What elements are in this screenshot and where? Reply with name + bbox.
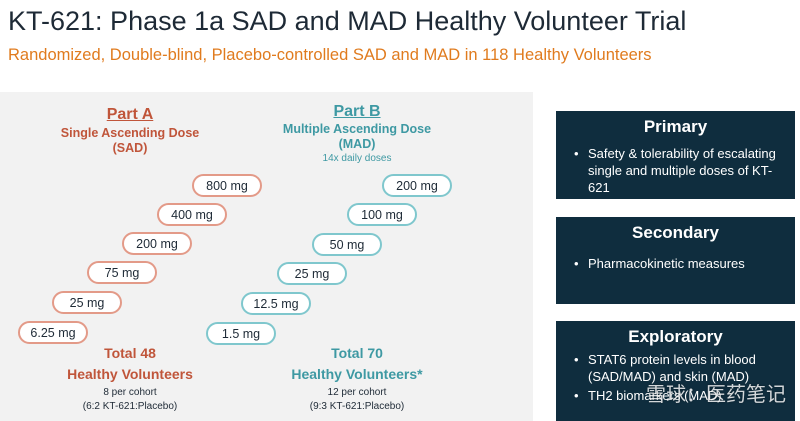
part-a-dose-pill: 400 mg [157,203,227,226]
part-a-subtitle-line1: Single Ascending Dose [60,126,200,140]
part-a-dose-pill: 200 mg [122,232,192,255]
secondary-endpoint-item: Pharmacokinetic measures [556,255,795,272]
part-b-dose-pill: 200 mg [382,174,452,197]
trial-design-panel: Part A Single Ascending Dose (SAD) 800 m… [0,92,533,421]
secondary-endpoint-list: Pharmacokinetic measures [556,255,795,272]
secondary-endpoint-title: Secondary [632,223,719,242]
part-a-total-volunteers: Healthy Volunteers [67,366,193,382]
part-b-subtitle-line2: (MAD) [338,137,376,151]
part-b-dose-pill: 100 mg [347,203,417,226]
part-b-cohort-ratio: (9:3 KT-621:Placebo) [309,401,405,412]
primary-endpoint-item: Safety & tolerability of escalating sing… [556,145,795,196]
part-b-dosing-note: 14x daily doses [322,153,392,164]
part-b-dose-pill: 50 mg [312,233,382,256]
part-a-cohort-size: 8 per cohort [103,387,157,398]
exploratory-endpoint-list: STAT6 protein levels in blood (SAD/MAD) … [556,351,795,404]
part-a-dose-pill: 25 mg [52,291,122,314]
part-b-dose-pill: 12.5 mg [241,292,311,315]
part-b-total-volunteers: Healthy Volunteers* [291,366,423,382]
exploratory-endpoint-title: Exploratory [628,327,723,346]
part-a-total: Total 48 [104,345,156,361]
part-a-dose-pill: 6.25 mg [18,321,88,344]
secondary-endpoint-box: Secondary Pharmacokinetic measures [556,217,795,304]
page-subtitle: Randomized, Double-blind, Placebo-contro… [8,46,652,64]
exploratory-endpoint-box: Exploratory STAT6 protein levels in bloo… [556,321,795,421]
part-a-dose-pill: 75 mg [87,261,157,284]
exploratory-endpoint-item: STAT6 protein levels in blood (SAD/MAD) … [556,351,795,385]
part-b-cohort-size: 12 per cohort [327,387,387,398]
page-title: KT-621: Phase 1a SAD and MAD Healthy Vol… [8,6,687,36]
part-b-title: Part B [333,103,381,120]
part-a-subtitle-line2: (SAD) [112,141,148,155]
watermark: 雪球：医药笔记 [646,382,786,406]
primary-endpoint-list: Safety & tolerability of escalating sing… [556,145,795,196]
part-b-dose-pill: 1.5 mg [206,322,276,345]
part-b-dose-pill: 25 mg [277,262,347,285]
primary-endpoint-box: Primary Safety & tolerability of escalat… [556,111,795,199]
primary-endpoint-title: Primary [643,117,708,136]
exploratory-endpoint-item: TH2 biomarkers (MAD) [556,387,795,404]
part-a-title: Part A [106,106,154,123]
part-b-subtitle-line1: Multiple Ascending Dose [282,122,432,136]
part-b-total: Total 70 [331,345,383,361]
part-a-dose-pill: 800 mg [192,174,262,197]
part-a-cohort-ratio: (6:2 KT-621:Placebo) [82,401,178,412]
